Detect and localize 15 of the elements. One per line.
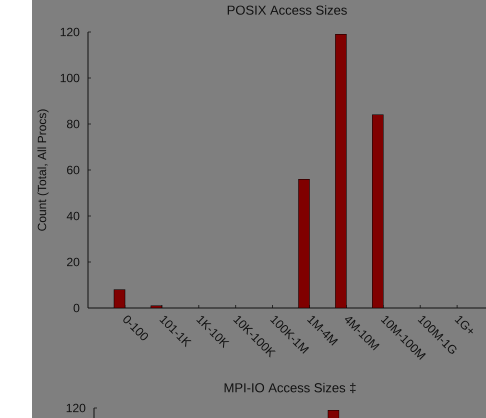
y-tick-label: 20: [67, 258, 80, 266]
x-tick-label: 1G+: [454, 316, 473, 334]
chart-title: MPI-IO Access Sizes ‡: [224, 382, 356, 394]
y-tick-label: 100: [60, 74, 80, 82]
y-axis-title: Count (Total, All Procs): [37, 109, 49, 231]
y-tick-label: 40: [66, 212, 80, 220]
y-tick-label: 120: [66, 404, 86, 412]
bar: [335, 34, 347, 308]
y-tick-label: 80: [66, 120, 80, 128]
bar: [298, 178, 310, 308]
chart-title: POSIX Access Sizes: [228, 5, 347, 15]
y-tick-label: 120: [60, 28, 80, 36]
bar: [372, 114, 384, 308]
y-tick-label: 60: [67, 166, 80, 174]
y-tick-label: 0: [74, 304, 80, 312]
